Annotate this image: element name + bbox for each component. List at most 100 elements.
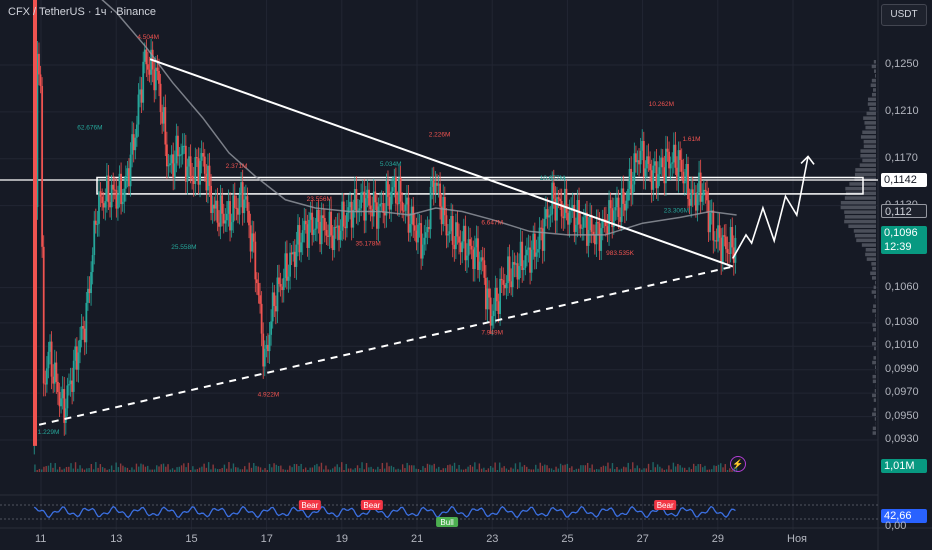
volume-profile-bar — [860, 154, 876, 158]
bear-badge-label: Bear — [301, 501, 318, 510]
volume-bar — [374, 469, 377, 472]
volume-bar — [625, 467, 627, 472]
volume-bar — [564, 464, 566, 472]
volume-profile-bar — [875, 74, 876, 78]
volume-bar — [535, 464, 537, 472]
candle-body — [49, 341, 51, 352]
volume-bar — [713, 465, 715, 472]
candle-body — [183, 145, 186, 147]
volume-bar — [298, 465, 300, 472]
candle-body — [417, 224, 419, 243]
volume-tag: 1,01M — [881, 459, 927, 473]
candle-body — [698, 172, 700, 193]
currency-button[interactable]: USDT — [881, 4, 927, 26]
volume-bar — [399, 469, 402, 472]
volume-profile-bar — [870, 271, 876, 275]
candle-body — [238, 194, 241, 215]
candle-body — [398, 177, 400, 205]
lightning-icon[interactable]: ⚡ — [730, 456, 746, 472]
candle-body — [372, 191, 375, 217]
volume-bar — [573, 469, 575, 472]
candle-body — [161, 112, 164, 124]
volume-annotation: 23.306M — [664, 208, 689, 215]
candle-body — [451, 216, 454, 245]
candle-body — [346, 212, 348, 229]
bull-badge — [436, 517, 459, 527]
volume-bar — [379, 468, 381, 472]
volume-bar — [381, 462, 384, 472]
volume-bar — [708, 469, 711, 472]
volume-bar — [528, 468, 530, 472]
volume-bar — [86, 468, 88, 472]
candle-body — [131, 134, 134, 155]
candle-body — [723, 235, 726, 237]
volume-bar — [68, 466, 70, 472]
candle-body — [165, 144, 168, 167]
volume-bar — [286, 469, 289, 472]
volume-bar — [338, 467, 341, 472]
candle-body — [623, 203, 626, 211]
candle-body — [546, 209, 549, 218]
candle-body — [311, 212, 314, 235]
candle-body — [620, 188, 623, 222]
volume-bar — [654, 467, 657, 472]
candle-body — [376, 202, 378, 229]
candle-body — [235, 207, 238, 209]
zone-price-tag: 0,1142 — [881, 173, 927, 187]
candle-body — [191, 175, 194, 179]
volume-profile-bar — [871, 262, 876, 266]
candle-body — [685, 163, 688, 182]
candle-body — [532, 233, 535, 250]
volume-bar — [122, 465, 124, 472]
volume-bar — [216, 469, 219, 472]
candle-body — [88, 288, 91, 294]
volume-bar — [253, 463, 255, 472]
candle-body — [150, 49, 152, 75]
candle-body — [511, 262, 514, 288]
candle-body — [598, 223, 601, 251]
time-tick-label: Ноя — [787, 533, 808, 545]
candle-body — [693, 193, 696, 195]
volume-annotation: 1.61M — [682, 136, 700, 143]
candle-body — [38, 53, 40, 75]
candle-body — [156, 67, 159, 71]
volume-bar — [196, 469, 199, 472]
price-tick-label: 0,1010 — [885, 339, 919, 352]
volume-bar — [650, 469, 652, 472]
candle-body — [230, 222, 233, 231]
candle-body — [317, 209, 320, 222]
volume-profile-bar — [874, 69, 876, 73]
candle-body — [616, 197, 618, 208]
volume-bar — [456, 468, 458, 472]
volume-profile-bar — [864, 121, 876, 125]
volume-bar — [350, 468, 352, 472]
candle-body — [139, 89, 141, 95]
candle-body — [563, 188, 566, 219]
candle-body — [410, 206, 413, 225]
volume-bar — [692, 463, 695, 472]
volume-bar — [442, 468, 444, 472]
volume-bar — [192, 466, 194, 472]
volume-bar — [489, 465, 492, 472]
volume-profile-bar — [872, 393, 876, 398]
candle-body — [293, 251, 296, 267]
volume-bar — [363, 469, 366, 472]
volume-bar — [158, 466, 160, 472]
candle-body — [323, 218, 326, 231]
candle-body — [402, 210, 405, 212]
volume-bar — [449, 464, 451, 472]
volume-bar — [652, 462, 654, 472]
candle-body — [672, 144, 675, 163]
candle-body — [617, 197, 620, 217]
volume-bar — [440, 469, 442, 472]
candle-body — [286, 253, 288, 281]
candle-body — [579, 224, 582, 229]
volume-profile-bar — [865, 252, 876, 257]
volume-bar — [591, 464, 593, 472]
candle-body — [140, 89, 143, 103]
symbol-header[interactable]: CFX / TetherUS · 1ч · Binance — [8, 6, 156, 18]
candle-body — [75, 346, 78, 370]
volume-bar — [582, 465, 584, 472]
candle-body — [590, 215, 593, 232]
